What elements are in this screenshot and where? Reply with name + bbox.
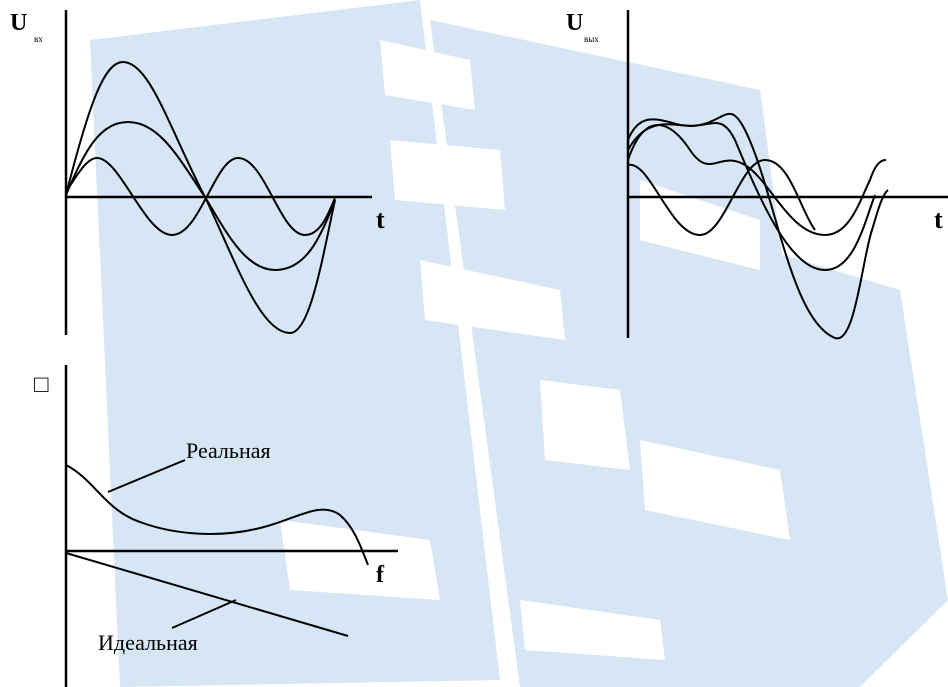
curve — [65, 156, 336, 237]
input-panel: U вх t — [10, 10, 385, 335]
real-curve — [65, 464, 369, 566]
ideal-label: Идеальная — [98, 630, 198, 655]
pointer — [107, 459, 186, 493]
real-label: Реальная — [186, 438, 271, 463]
axis-label: □ — [34, 372, 49, 398]
ideal-line — [65, 552, 349, 637]
pointer — [171, 599, 237, 629]
time-label: t — [934, 205, 943, 234]
output-panel: U вых t — [566, 10, 948, 340]
curve — [627, 158, 816, 237]
axis-label: U — [10, 10, 27, 36]
time-label: t — [376, 205, 385, 234]
frequency-label: f — [376, 562, 385, 588]
background-watermark — [90, 0, 948, 687]
phase-panel: □ f Реальная Идеальная — [34, 365, 398, 687]
axis-label: U — [566, 10, 583, 36]
curve — [627, 124, 887, 237]
curve — [65, 120, 336, 272]
axis-subscript: вх — [34, 34, 43, 44]
axis-subscript: вых — [584, 34, 599, 44]
